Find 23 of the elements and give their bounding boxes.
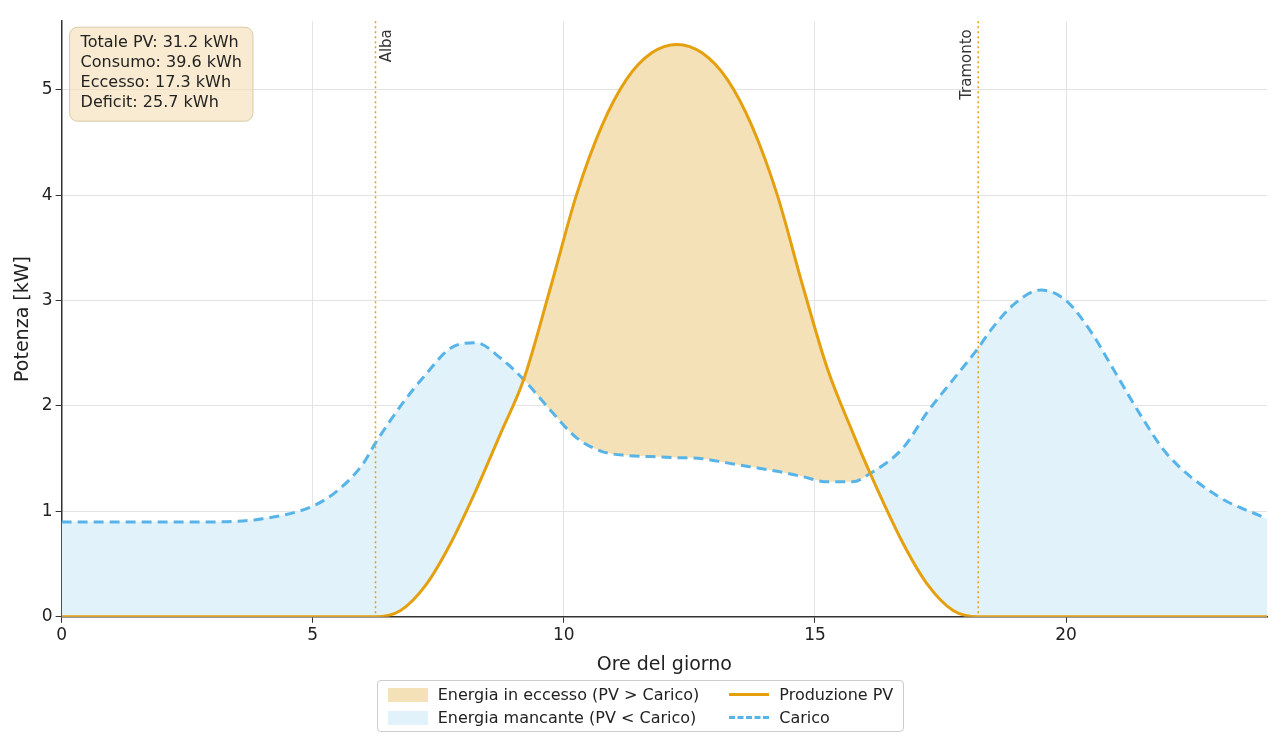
x-tick-label: 5 — [307, 624, 319, 645]
y-tick-label: 3 — [41, 288, 53, 309]
annotation: Consumo: 39.6 kWh — [80, 52, 242, 72]
annotation: Eccesso: 17.3 kWh — [80, 72, 232, 92]
x-axis-title: Ore del giorno — [596, 651, 732, 674]
legend-label: Carico — [779, 708, 830, 727]
y-tick-label: 5 — [41, 78, 53, 99]
legend-label: Energia in eccesso (PV > Carico) — [437, 685, 700, 704]
ref-line-label: Tramonto — [956, 29, 975, 101]
legend-label: Produzione PV — [779, 685, 894, 704]
y-tick-label: 4 — [41, 183, 53, 204]
x-tick-label: 0 — [56, 624, 68, 645]
x-tick-label: 10 — [553, 624, 575, 645]
y-axis-title: Potenza [kW] — [10, 256, 33, 382]
annotation: Totale PV: 31.2 kWh — [79, 32, 239, 52]
ref-line-label: Alba — [376, 29, 395, 63]
legend-label: Energia mancante (PV < Carico) — [437, 708, 697, 727]
x-tick-label: 15 — [804, 624, 826, 645]
y-tick-label: 1 — [41, 499, 53, 520]
y-tick-label: 0 — [41, 605, 53, 626]
x-tick-label: 20 — [1055, 624, 1077, 645]
y-tick-label: 2 — [41, 394, 53, 415]
annotation: Deficit: 25.7 kWh — [80, 92, 219, 112]
